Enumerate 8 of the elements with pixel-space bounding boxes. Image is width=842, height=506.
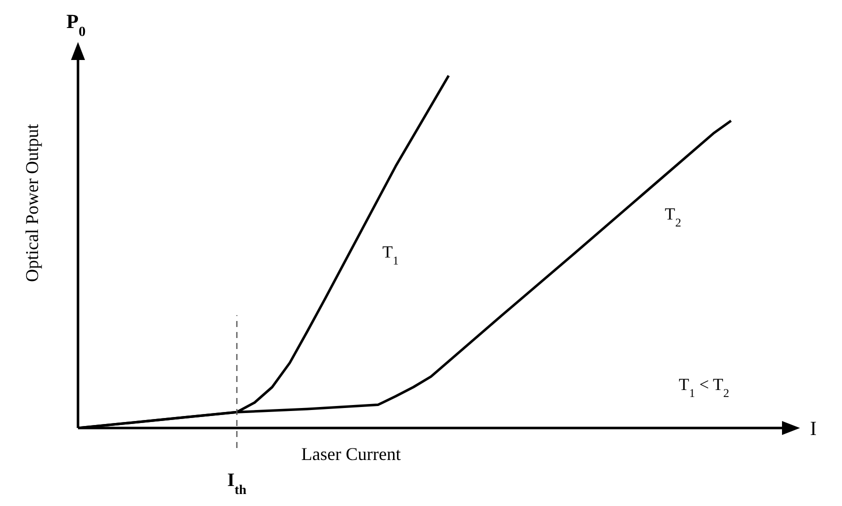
text: I (810, 418, 817, 440)
series-label: T$_{1}$ (382, 242, 399, 268)
annotation: T$_{1}$ < T$_{2}$ (678, 375, 730, 400)
series-label: T$_{2}$ (664, 204, 682, 230)
text: P$_{0}$ (66, 11, 86, 40)
x-axis-title: Laser Current (301, 444, 401, 464)
y-axis-title: Optical Power Output (22, 124, 42, 282)
text: I$_{th}$ (227, 470, 248, 496)
